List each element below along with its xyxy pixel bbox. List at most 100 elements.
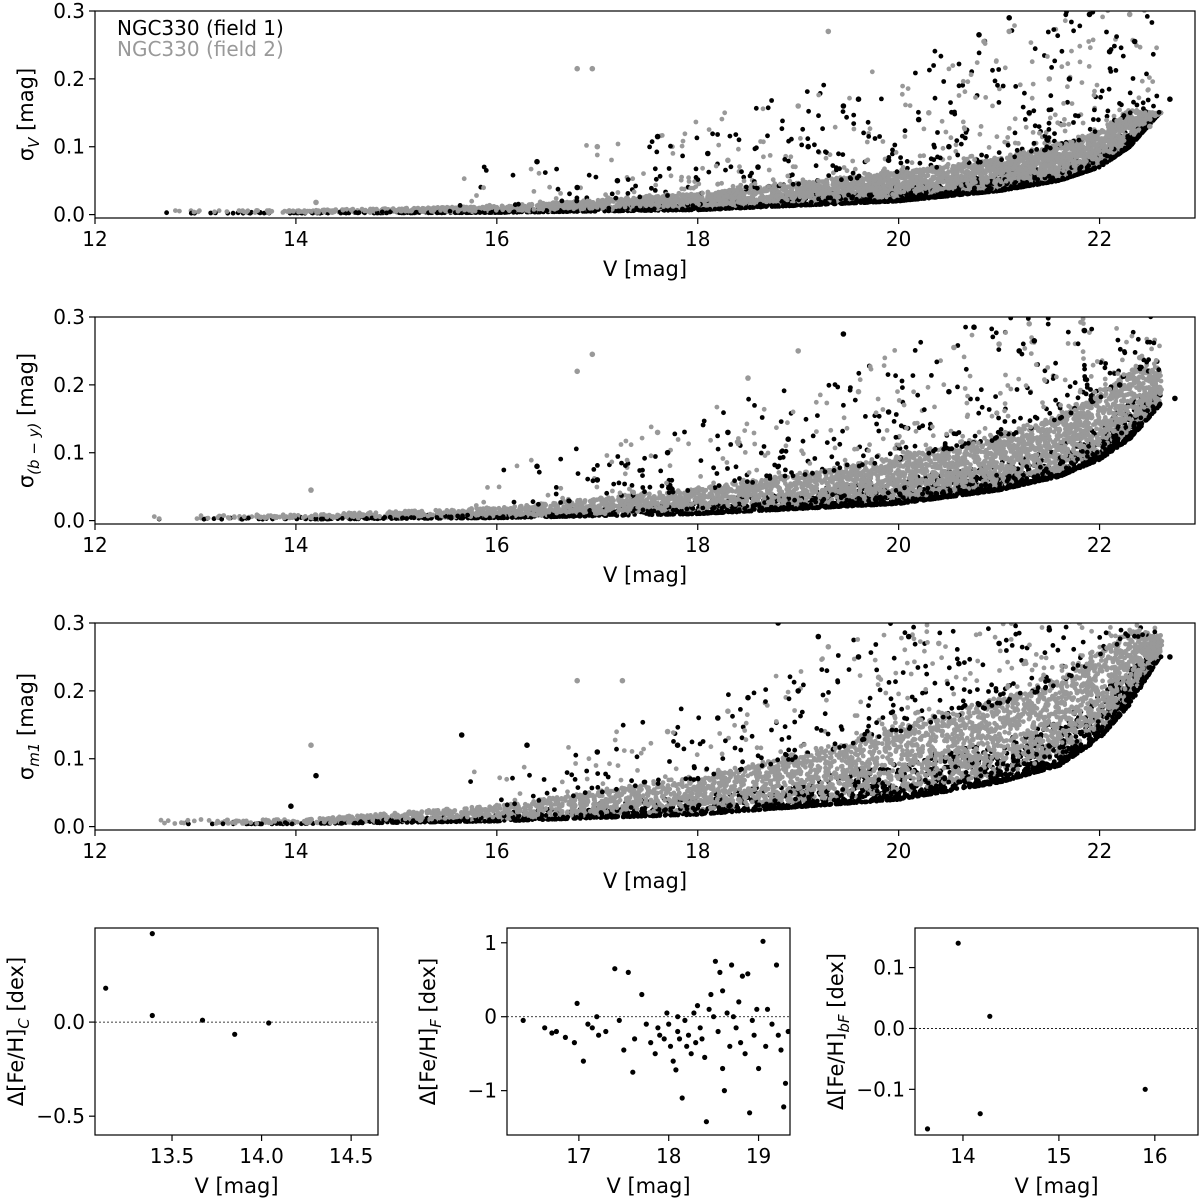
star-point	[797, 194, 803, 200]
star-point	[1017, 159, 1022, 165]
star-point	[1008, 184, 1014, 190]
star-point	[716, 206, 722, 212]
star-point	[1140, 127, 1146, 133]
star-point	[1003, 165, 1008, 170]
star-point	[916, 192, 922, 198]
star-point	[1108, 143, 1114, 148]
star-point	[368, 208, 374, 213]
star-point	[947, 179, 953, 185]
star-point	[574, 209, 580, 214]
star-point	[1098, 153, 1104, 159]
star-point	[1030, 169, 1035, 175]
star-point	[922, 196, 928, 201]
star-point	[631, 208, 637, 214]
star-point	[1055, 159, 1060, 165]
star-point	[1034, 161, 1040, 167]
star-point	[849, 195, 855, 201]
star-point	[696, 207, 702, 213]
star-point	[819, 189, 825, 195]
star-point	[1096, 164, 1102, 170]
star-point	[1014, 185, 1020, 191]
star-point	[788, 203, 794, 208]
star-point	[940, 179, 946, 185]
star-point	[931, 174, 937, 180]
star-point	[1009, 158, 1015, 164]
star-point	[1084, 158, 1089, 164]
star-point	[852, 190, 857, 196]
star-point	[923, 180, 928, 185]
star-point	[1024, 180, 1030, 185]
star-point	[1109, 134, 1115, 139]
star-point	[1106, 148, 1112, 154]
star-point	[606, 205, 612, 211]
star-point	[1111, 155, 1117, 160]
star-point	[785, 189, 791, 195]
star-point	[858, 198, 864, 204]
star-point	[972, 162, 977, 168]
star-point	[684, 207, 690, 213]
star-point	[1015, 175, 1021, 181]
star-point	[195, 209, 201, 215]
star-point	[970, 189, 975, 195]
star-point	[449, 204, 455, 210]
star-point	[442, 208, 448, 214]
star-point	[934, 187, 940, 193]
star-point	[828, 195, 833, 201]
star-point	[409, 207, 415, 213]
star-point	[1121, 138, 1127, 144]
star-point	[173, 208, 178, 214]
star-point	[928, 177, 934, 183]
star-point	[594, 205, 600, 210]
star-point	[388, 209, 393, 215]
star-point	[672, 198, 678, 204]
star-point	[801, 191, 807, 196]
star-point	[1090, 160, 1096, 166]
star-point	[1028, 182, 1034, 187]
star-point	[875, 191, 880, 197]
star-point	[831, 198, 837, 204]
star-point	[164, 210, 170, 216]
star-point	[723, 193, 729, 199]
star-point	[935, 176, 941, 182]
star-point	[723, 201, 729, 207]
star-point	[775, 203, 781, 208]
star-point	[374, 206, 379, 212]
star-point	[1104, 153, 1110, 159]
star-point	[814, 188, 820, 194]
star-point	[362, 208, 368, 214]
star-point	[643, 203, 649, 209]
star-point	[1044, 151, 1050, 157]
star-point	[1086, 163, 1092, 169]
star-point	[511, 209, 517, 215]
star-point	[793, 190, 798, 196]
star-point	[595, 197, 601, 203]
star-point	[344, 206, 350, 212]
star-point	[918, 176, 924, 182]
star-point	[1005, 160, 1011, 166]
star-point	[332, 207, 338, 213]
star-point	[620, 208, 626, 214]
star-point	[1040, 181, 1046, 186]
panel-sigmaV: 12 14 16 18 20 220.00.10.20.3V [mag]σV [mag]N…	[14, 0, 1196, 281]
star-point	[909, 181, 914, 187]
star-point	[1002, 185, 1008, 191]
star-point	[936, 194, 942, 200]
star-point	[1008, 152, 1013, 158]
star-point	[614, 208, 620, 214]
star-point	[743, 205, 749, 211]
star-point	[1065, 161, 1071, 167]
star-point	[1035, 177, 1041, 182]
star-point	[578, 201, 584, 207]
star-point	[979, 166, 985, 172]
star-point	[1071, 163, 1077, 169]
star-point	[893, 198, 899, 204]
star-point	[525, 206, 530, 212]
star-point	[939, 186, 944, 192]
star-point	[836, 194, 842, 200]
star-point	[662, 207, 667, 213]
star-point	[704, 197, 710, 203]
star-point	[1004, 155, 1010, 161]
star-point	[1067, 170, 1073, 176]
star-point	[458, 206, 463, 212]
star-point	[866, 192, 872, 198]
